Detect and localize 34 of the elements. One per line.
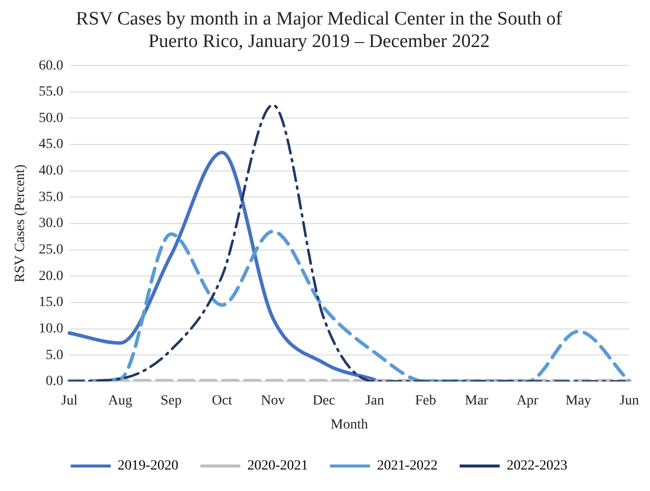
x-tick-label: Sep <box>160 393 182 408</box>
x-tick-label: Jun <box>620 393 639 408</box>
x-axis-title: Month <box>330 417 368 432</box>
y-tick-label: 30.0 <box>38 216 64 232</box>
x-tick-label: Mar <box>464 393 489 408</box>
x-tick-label: Dec <box>312 393 336 408</box>
x-tick-label: Feb <box>415 393 436 408</box>
chart-title: RSV Cases by month in a Major Medical Center in the South of Puerto Rico, January 2019 – December 2022 <box>76 8 563 52</box>
line-series <box>68 230 632 382</box>
y-tick-label: 0.0 <box>46 374 64 390</box>
x-tick-label: Nov <box>260 393 285 408</box>
x-tick-label: Aug <box>108 393 132 408</box>
y-tick-label: 25.0 <box>38 242 64 258</box>
x-tick-label: Apr <box>516 393 539 408</box>
y-tick-label: 60.0 <box>38 58 64 74</box>
y-axis-title: RSV Cases (Percent) <box>13 164 28 282</box>
y-tick-label: 40.0 <box>38 164 64 179</box>
y-tick-label: 20.0 <box>38 268 64 284</box>
legend-label: 2020-2021 <box>247 458 308 474</box>
y-tick-label: 15.0 <box>38 295 64 310</box>
x-tick-label: Oct <box>212 393 232 408</box>
y-tick-label: 35.0 <box>38 190 64 205</box>
line-series <box>68 150 376 382</box>
x-tick-label: Jan <box>365 393 384 408</box>
legend-label: 2019-2020 <box>118 458 178 474</box>
legend-label: 2021-2022 <box>377 458 438 474</box>
y-tick-label: 5.0 <box>46 348 64 363</box>
x-tick-label: May <box>566 393 592 408</box>
x-tick-label: Jul <box>61 393 78 408</box>
legend-label: 2022-2023 <box>506 458 568 474</box>
y-tick-label: 10.0 <box>38 321 64 336</box>
y-tick-label: 50.0 <box>38 110 64 126</box>
y-tick-label: 45.0 <box>38 137 64 152</box>
y-tick-label: 55.0 <box>38 84 64 100</box>
